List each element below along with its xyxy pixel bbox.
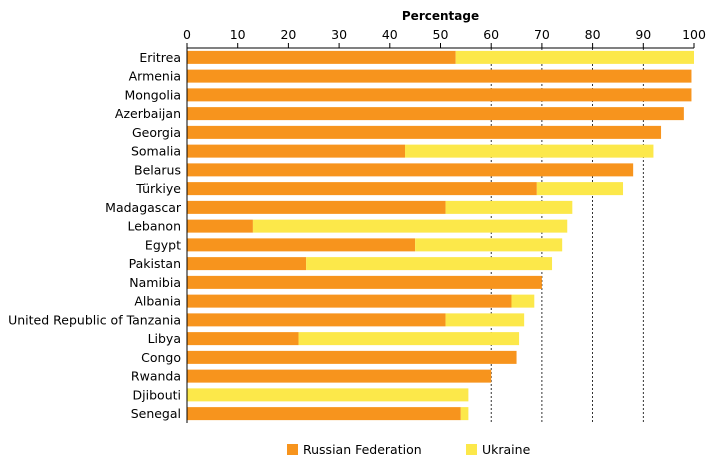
bar-pakistan-russian-federation [187, 257, 307, 271]
x-axis-title: Percentage [402, 9, 479, 23]
bar-georgia-russian-federation [187, 125, 662, 139]
bar-libya-russian-federation [187, 332, 299, 346]
bar-djibouti-ukraine [187, 388, 469, 402]
category-label: Türkiye [135, 181, 181, 196]
bar-united-republic-of-tanzania-ukraine [445, 313, 525, 327]
category-label: Mongolia [124, 87, 181, 102]
bar-senegal-ukraine [460, 407, 469, 421]
tick-label-90: 90 [635, 27, 651, 42]
category-label: Egypt [145, 237, 181, 252]
bar-albania-ukraine [511, 294, 535, 308]
bar-pakistan-ukraine [306, 257, 553, 271]
category-label: Djibouti [133, 387, 181, 402]
tick-label-80: 80 [585, 27, 601, 42]
bar-azerbaijan-russian-federation [187, 107, 684, 121]
category-labels: Eritrea Armenia Mongolia Azerbaijan Georgia S… [8, 50, 182, 421]
bars [187, 50, 694, 421]
category-label: Namibia [129, 275, 181, 290]
bar-lebanon-russian-federation [187, 219, 253, 233]
category-label: Belarus [134, 162, 181, 177]
legend-swatch-russian-federation [287, 444, 298, 455]
tick-label-30: 30 [331, 27, 347, 42]
tick-label-60: 60 [483, 27, 499, 42]
legend-label-ukraine: Ukraine [482, 442, 531, 457]
bar-belarus-russian-federation [187, 163, 634, 177]
category-label: Lebanon [127, 219, 181, 234]
legend-label-russian-federation: Russian Federation [303, 442, 422, 457]
category-label: Senegal [131, 406, 181, 421]
category-label: Georgia [132, 125, 181, 140]
bar-armenia-russian-federation [187, 69, 692, 83]
bar-lebanon-ukraine [252, 219, 568, 233]
category-label: Albania [134, 294, 181, 309]
gridlines [490, 48, 644, 423]
bar-united-republic-of-tanzania-russian-federation [187, 313, 446, 327]
category-label: Pakistan [129, 256, 181, 271]
category-label: Congo [141, 350, 181, 365]
bar-namibia-russian-federation [187, 275, 542, 289]
bar-somalia-russian-federation [187, 144, 406, 158]
bar-rwanda-russian-federation [187, 369, 492, 383]
bar-madagascar-ukraine [445, 200, 573, 214]
bar-eritrea-russian-federation [187, 50, 456, 64]
category-label: Eritrea [139, 50, 181, 65]
bar-senegal-russian-federation [187, 407, 461, 421]
tick-label-50: 50 [433, 27, 449, 42]
legend: Russian Federation Ukraine [287, 442, 531, 457]
bar-albania-russian-federation [187, 294, 512, 308]
tick-label-70: 70 [534, 27, 550, 42]
category-label: Azerbaijan [115, 106, 181, 121]
tick-label-0: 0 [183, 27, 191, 42]
bar-t-rkiye-russian-federation [187, 182, 537, 196]
category-label: Somalia [131, 144, 181, 159]
category-label: Rwanda [131, 369, 181, 384]
bar-somalia-ukraine [405, 144, 654, 158]
bar-mongolia-russian-federation [187, 88, 692, 102]
tick-label-100: 100 [682, 27, 706, 42]
bar-madagascar-russian-federation [187, 200, 446, 214]
category-label: Madagascar [105, 200, 182, 215]
bar-t-rkiye-ukraine [536, 182, 624, 196]
bar-egypt-ukraine [415, 238, 563, 252]
bar-libya-ukraine [298, 332, 520, 346]
bar-congo-russian-federation [187, 350, 517, 364]
bar-eritrea-ukraine [455, 50, 694, 64]
tick-label-40: 40 [382, 27, 398, 42]
category-label: United Republic of Tanzania [8, 312, 181, 327]
category-label: Libya [148, 331, 181, 346]
legend-swatch-ukraine [466, 444, 477, 455]
bar-egypt-russian-federation [187, 238, 416, 252]
category-label: Armenia [129, 69, 181, 84]
tick-label-10: 10 [230, 27, 246, 42]
x-axis-ticks: 0 10 20 30 40 50 60 70 80 90 100 [183, 27, 706, 48]
tick-label-20: 20 [280, 27, 296, 42]
